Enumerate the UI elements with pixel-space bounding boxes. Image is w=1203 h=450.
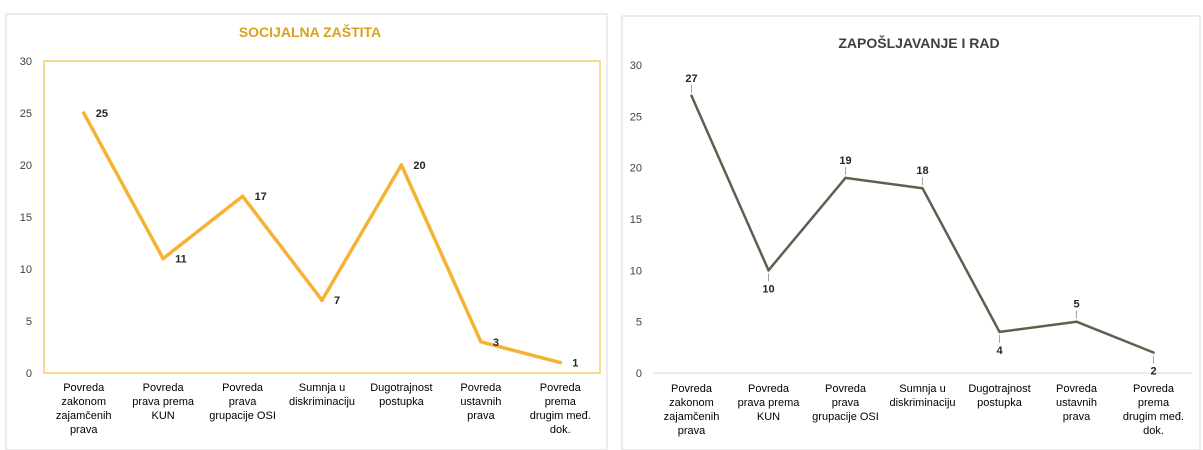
x-category-label: Povreda	[1133, 383, 1175, 395]
data-label: 17	[255, 191, 267, 203]
x-category-label: dok.	[1143, 425, 1164, 437]
x-category-label: Povreda	[540, 382, 582, 394]
x-category-label: prava	[1063, 411, 1091, 423]
y-tick-label: 25	[630, 111, 642, 123]
data-label: 4	[996, 345, 1003, 357]
x-category-label: Sumnja u	[899, 383, 945, 395]
y-tick-label: 10	[630, 265, 642, 277]
x-category-label: zakonom	[669, 397, 714, 409]
x-category-label: zajamčenih	[664, 411, 720, 423]
x-category-label: grupacije OSI	[812, 411, 879, 423]
data-point	[921, 186, 924, 190]
x-category-label: zakonom	[61, 396, 106, 408]
chart-panel-socijalna-zastita: SOCIJALNA ZAŠTITA 0 5 10 15 20 25 30 Povreda zako…	[5, 13, 608, 450]
x-category-label: drugim međ.	[530, 410, 591, 422]
x-category-label: prava prema	[738, 397, 801, 409]
x-category-label: dok.	[550, 424, 571, 436]
data-label: 2	[1150, 365, 1156, 377]
x-category-label: Dugotrajnost	[968, 383, 1030, 395]
y-tick-label: 15	[630, 214, 642, 226]
x-category-label: prava	[678, 425, 706, 437]
x-category-label: grupacije OSI	[209, 410, 276, 422]
y-tick-label: 0	[26, 368, 32, 380]
data-point	[690, 94, 693, 98]
y-tick-label: 20	[630, 163, 642, 175]
x-category-label: Sumnja u	[299, 382, 345, 394]
x-category-label: KUN	[757, 411, 780, 423]
x-category-label: prema	[545, 396, 577, 408]
data-point	[161, 256, 165, 261]
chart-frame	[5, 13, 608, 450]
x-category-label: Povreda	[671, 383, 713, 395]
chart-title: SOCIJALNA ZAŠTITA	[239, 23, 381, 40]
y-tick-label: 10	[20, 264, 32, 276]
data-label: 18	[916, 165, 928, 177]
y-tick-label: 0	[636, 368, 642, 380]
chart-title: ZAPOŠLJAVANJE I RAD	[838, 34, 999, 51]
data-point	[81, 111, 86, 115]
chart-zaposljavanje-i-rad: ZAPOŠLJAVANJE I RAD051015202530Povredaza…	[621, 15, 1201, 450]
data-point	[998, 330, 1001, 334]
data-label: 1	[572, 358, 578, 370]
x-category-label: Povreda	[748, 383, 790, 395]
chart-panel-zaposljavanje-i-rad: ZAPOŠLJAVANJE I RAD 0 5 10 15 20 25 30 Povreda za…	[616, 0, 1203, 450]
data-label: 7	[334, 295, 340, 307]
x-category-label: prava	[70, 424, 98, 436]
x-category-label: prava	[467, 410, 495, 422]
chart-frame	[621, 15, 1201, 450]
y-tick-label: 30	[20, 56, 32, 68]
x-category-label: postupka	[977, 397, 1023, 409]
x-category-label: ustavnih	[460, 396, 501, 408]
x-category-label: Povreda	[1056, 383, 1098, 395]
x-category-label: diskriminaciju	[889, 397, 955, 409]
y-tick-label: 5	[636, 317, 642, 329]
x-category-label: postupka	[379, 396, 425, 408]
y-tick-label: 5	[26, 316, 32, 328]
data-label: 25	[96, 108, 108, 120]
x-category-label: Dugotrajnost	[370, 382, 432, 394]
x-category-label: KUN	[152, 410, 175, 422]
data-point	[1075, 320, 1078, 323]
data-label: 3	[493, 337, 499, 349]
data-point	[844, 176, 847, 180]
x-category-label: Povreda	[143, 382, 185, 394]
x-category-label: Povreda	[460, 382, 502, 394]
data-point	[240, 194, 245, 198]
x-category-label: prema	[1138, 397, 1170, 409]
chart-socijalna-zastita: SOCIJALNA ZAŠTITA 0 5 10 15 20 25 30 Povreda zako…	[5, 13, 608, 450]
x-category-label: zajamčenih	[56, 410, 112, 422]
data-point	[767, 269, 770, 272]
y-tick-label: 25	[20, 108, 32, 120]
data-label: 5	[1073, 299, 1079, 311]
x-category-label: prava	[229, 396, 257, 408]
x-category-label: Povreda	[825, 383, 867, 395]
data-label: 27	[685, 73, 697, 85]
data-point	[399, 163, 404, 167]
y-tick-label: 30	[630, 60, 642, 72]
x-category-label: prava prema	[132, 396, 195, 408]
x-category-label: Povreda	[222, 382, 264, 394]
data-point	[320, 298, 324, 302]
x-category-label: prava	[832, 397, 860, 409]
x-category-label: Povreda	[63, 382, 105, 394]
x-category-label: drugim međ.	[1123, 411, 1184, 423]
x-category-label: ustavnih	[1056, 397, 1097, 409]
data-point	[558, 360, 563, 365]
data-point	[1152, 351, 1155, 354]
y-tick-label: 15	[20, 212, 32, 224]
data-label: 19	[839, 155, 851, 167]
y-tick-label: 20	[20, 160, 32, 172]
plot-area-border	[43, 60, 601, 374]
data-label: 11	[175, 254, 187, 266]
x-category-label: diskriminaciju	[289, 396, 355, 408]
data-label: 20	[413, 160, 425, 172]
data-label: 10	[762, 283, 774, 295]
data-point	[479, 340, 483, 344]
